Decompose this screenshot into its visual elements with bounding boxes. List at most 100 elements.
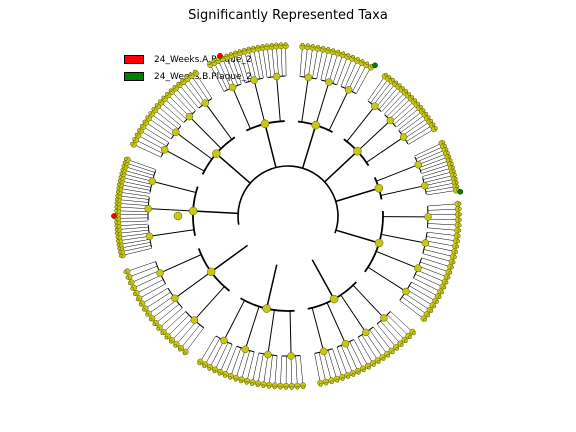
clade-branch	[257, 353, 264, 384]
clade-branch	[118, 223, 149, 227]
leaf-node	[122, 160, 127, 165]
leaf-node	[132, 292, 137, 296]
tree-node	[344, 86, 353, 94]
clade-branch	[355, 67, 371, 94]
leaf-node	[450, 265, 454, 270]
tree-node	[424, 213, 432, 221]
clade-branch	[349, 341, 364, 369]
clade-branch	[390, 311, 413, 333]
clade-branch	[118, 203, 149, 206]
clade-branch	[183, 81, 203, 106]
clade-branch	[231, 55, 242, 85]
leaf-node	[224, 53, 229, 58]
clade-branch	[159, 307, 183, 328]
clade-branch	[301, 77, 309, 123]
clade-branch	[324, 51, 334, 82]
clade-branch	[136, 279, 164, 294]
leaf-node	[458, 217, 462, 222]
clade-branch	[175, 88, 196, 112]
leaf-node	[448, 270, 453, 275]
clade-branch	[151, 114, 176, 133]
clade-branch	[340, 294, 367, 333]
leaf-node	[424, 111, 429, 116]
leaf-node	[458, 212, 462, 217]
legend-label-a: 24_Weeks.A.Plaque_2	[154, 54, 252, 65]
leaf-node	[457, 201, 462, 206]
clade-branch	[315, 81, 330, 126]
tree-node	[144, 204, 152, 213]
leaf-node	[456, 234, 461, 238]
leaf-node	[114, 197, 119, 202]
tree-node	[250, 76, 258, 84]
clade-branch	[267, 309, 275, 355]
clade-branch	[421, 164, 451, 174]
leaf-node	[217, 371, 222, 376]
clade-branch	[223, 300, 245, 341]
clade-branch	[264, 123, 277, 168]
clade-branch	[248, 50, 257, 80]
clade-branch	[157, 106, 182, 126]
clade-branch	[174, 271, 212, 299]
leaf-node	[118, 175, 123, 179]
clade-branch	[413, 277, 441, 292]
leaf-node	[119, 171, 124, 176]
clade-branch	[414, 142, 442, 157]
clade-branch	[226, 57, 239, 86]
clade-branch	[118, 206, 149, 209]
leaf-node	[426, 115, 431, 120]
clade-branch	[133, 144, 162, 158]
leaf-node	[446, 151, 450, 155]
clade-branch	[118, 210, 149, 212]
clade-branch	[215, 153, 251, 184]
clade-branch	[415, 273, 443, 287]
clade-arc	[237, 165, 339, 234]
tree-node	[185, 112, 194, 121]
clade-branch	[267, 47, 272, 78]
clade-branch	[427, 208, 458, 211]
leaf-node	[244, 381, 249, 385]
clade-branch	[328, 53, 338, 83]
clade-branch	[381, 233, 426, 244]
clade-branch	[149, 229, 195, 237]
tree-node	[228, 83, 237, 92]
clade-branch	[375, 250, 419, 269]
leaf-node	[154, 103, 159, 107]
clade-branch	[416, 269, 445, 283]
clade-branch	[289, 310, 292, 356]
leaf-node	[441, 140, 446, 145]
leaf-node	[228, 51, 233, 56]
leaf-node	[255, 44, 260, 49]
clade-branch	[335, 229, 380, 244]
leaf-node	[376, 360, 381, 364]
clade-branch	[204, 102, 233, 140]
leaf-node	[442, 285, 447, 290]
clade-branch	[344, 60, 358, 89]
clade-branch	[303, 47, 308, 77]
clade-branch	[118, 226, 149, 230]
tree-node	[172, 128, 180, 136]
leaf-node	[267, 385, 271, 389]
clade-branch	[235, 349, 246, 378]
tree-node	[421, 239, 430, 247]
clade-branch	[383, 317, 405, 340]
clade-branch	[214, 342, 229, 370]
clade-branch	[383, 92, 405, 115]
leaf-node	[160, 331, 165, 336]
tree-node	[420, 181, 429, 190]
leaf-node	[416, 101, 420, 106]
clade-branch	[376, 164, 419, 182]
clade-branch	[314, 353, 321, 383]
leaf-node	[311, 43, 315, 48]
clade-branch	[300, 355, 304, 386]
leaf-node	[443, 143, 447, 148]
tree-node	[272, 72, 281, 81]
leaf-node	[444, 147, 449, 152]
highlight-node	[372, 62, 378, 69]
clade-branch	[239, 52, 249, 82]
clade-branch	[389, 98, 412, 120]
leaf-node	[289, 386, 294, 390]
clade-branch	[386, 95, 409, 117]
tree-node	[262, 304, 271, 313]
leaf-node	[135, 297, 140, 302]
clade-branch	[326, 302, 346, 344]
